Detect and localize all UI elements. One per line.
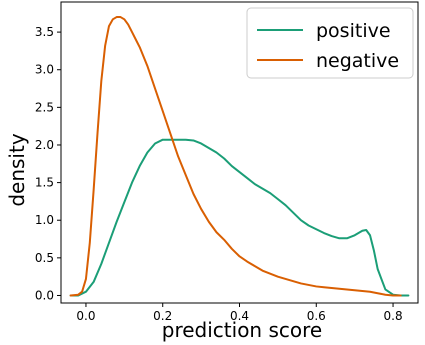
x-tick-label: 0.4 <box>230 309 249 323</box>
tick-marks: 0.0 0.2 0.4 0.6 0.8 0.0 0.5 1.0 1.5 2.0 2.5 3.0 3.5 <box>35 25 403 323</box>
y-tick-label: 3.5 <box>35 25 54 39</box>
x-tick-label: 0.8 <box>384 309 403 323</box>
legend-label-negative: negative <box>316 50 399 72</box>
y-axis-title: density <box>5 133 29 206</box>
x-axis-title: prediction score <box>162 318 322 342</box>
legend: positive negative <box>246 7 414 79</box>
y-tick-label: 2.5 <box>35 100 54 114</box>
series-line-negative <box>69 16 402 297</box>
x-tick-label: 0.2 <box>153 309 172 323</box>
y-tick-label: 0.5 <box>35 251 54 265</box>
y-tick-label: 1.0 <box>35 213 54 227</box>
x-tick-label: 0.0 <box>76 309 95 323</box>
series-line-positive <box>69 138 410 297</box>
y-tick-label: 0.0 <box>35 288 54 302</box>
legend-label-positive: positive <box>316 20 391 42</box>
y-tick-label: 1.5 <box>35 176 54 190</box>
y-tick-label: 3.0 <box>35 63 54 77</box>
series-lines <box>69 16 410 297</box>
y-tick-label: 2.0 <box>35 138 54 152</box>
x-tick-label: 0.6 <box>307 309 326 323</box>
